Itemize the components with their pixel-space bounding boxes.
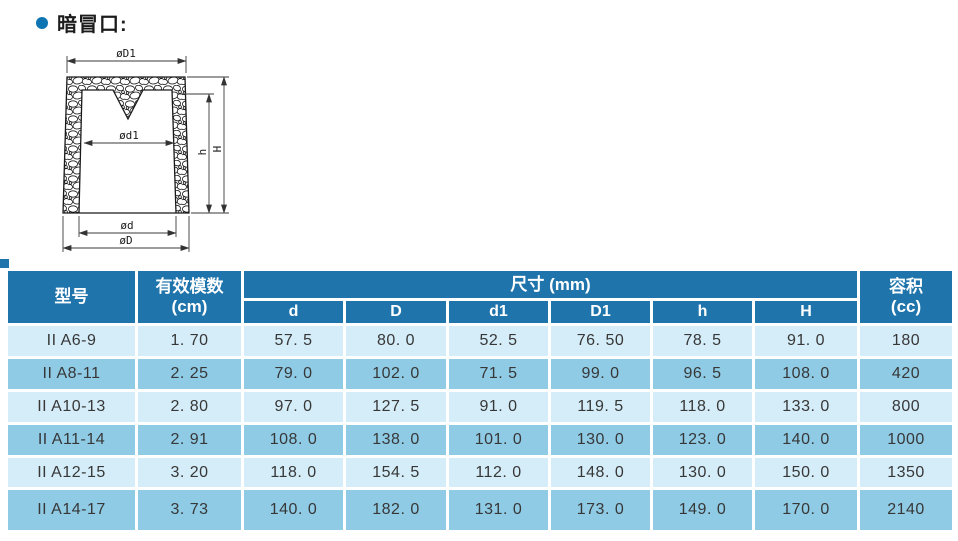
- dim-cell-d: 108. 0: [244, 425, 343, 455]
- model-cell: II A11-14: [8, 425, 135, 455]
- dim-label-od: ød: [120, 219, 133, 232]
- dim-cell-H: 140. 0: [755, 425, 858, 455]
- sleeve-wall: [62, 76, 190, 214]
- volume-cell: 2140: [860, 490, 953, 530]
- modulus-cell: 2. 25: [138, 359, 241, 389]
- section-title-label: 暗冒口:: [57, 14, 128, 36]
- modulus-cell: 3. 20: [138, 458, 241, 487]
- col-header-model: 型号: [8, 271, 135, 323]
- dim-cell-H: 91. 0: [755, 326, 858, 356]
- dim-cell-D1: 119. 5: [551, 392, 650, 422]
- dim-cell-d1: 91. 0: [449, 392, 548, 422]
- dim-cell-d1: 112. 0: [449, 458, 548, 487]
- dim-cell-h: 78. 5: [653, 326, 752, 356]
- table-row: II A6-9 1. 70 57. 5 80. 0 52. 5 76. 50 78. 5 91…: [8, 326, 953, 356]
- dim-cell-h: 96. 5: [653, 359, 752, 389]
- dim-cell-D1: 173. 0: [551, 490, 650, 530]
- dim-label-H: H: [211, 146, 224, 153]
- dim-cell-d: 118. 0: [244, 458, 343, 487]
- table-row: II A12-15 3. 20 118. 0 154. 5 112. 0 148. 0 13…: [8, 458, 953, 487]
- modulus-cell: 3. 73: [138, 490, 241, 530]
- col-header-volume: 容积 (cc): [860, 271, 953, 323]
- col-header-modulus-line2: (cm): [171, 297, 208, 316]
- col-header-volume-line1: 容积: [889, 277, 924, 297]
- spec-table: 型号 有效模数 (cm) 尺寸 (mm) 容积 (cc) d D d1 D1 h…: [5, 268, 956, 533]
- dim-cell-D1: 76. 50: [551, 326, 650, 356]
- dim-cell-D: 127. 5: [346, 392, 446, 422]
- dim-label-oD: øD: [119, 234, 132, 247]
- dim-cell-D: 154. 5: [346, 458, 446, 487]
- modulus-cell: 2. 80: [138, 392, 241, 422]
- volume-cell: 1350: [860, 458, 953, 487]
- model-cell: II A6-9: [8, 326, 135, 356]
- dim-cell-d1: 71. 5: [449, 359, 548, 389]
- dim-cell-d: 140. 0: [244, 490, 343, 530]
- spec-table-body: II A6-9 1. 70 57. 5 80. 0 52. 5 76. 50 78. 5 91…: [8, 326, 953, 530]
- dim-cell-D1: 99. 0: [551, 359, 650, 389]
- table-row: II A14-17 3. 73 140. 0 182. 0 131. 0 173. 0 14…: [8, 490, 953, 530]
- model-cell: II A12-15: [8, 458, 135, 487]
- dim-cell-h: 123. 0: [653, 425, 752, 455]
- dim-cell-H: 170. 0: [755, 490, 858, 530]
- dim-cell-D1: 130. 0: [551, 425, 650, 455]
- modulus-cell: 1. 70: [138, 326, 241, 356]
- dim-label-h: h: [196, 149, 209, 156]
- volume-cell: 420: [860, 359, 953, 389]
- volume-cell: 800: [860, 392, 953, 422]
- dim-label-od1: ød1: [119, 129, 139, 142]
- col-header-d1: d1: [449, 301, 548, 323]
- dim-cell-D: 138. 0: [346, 425, 446, 455]
- dim-cell-d: 97. 0: [244, 392, 343, 422]
- col-header-H: H: [755, 301, 858, 323]
- dim-cell-H: 150. 0: [755, 458, 858, 487]
- col-header-h: h: [653, 301, 752, 323]
- col-header-D1: D1: [551, 301, 650, 323]
- table-row: II A11-14 2. 91 108. 0 138. 0 101. 0 130. 0 12…: [8, 425, 953, 455]
- col-header-D: D: [346, 301, 446, 323]
- dim-cell-h: 118. 0: [653, 392, 752, 422]
- col-header-volume-line2: (cc): [890, 297, 922, 316]
- decorative-mark: [0, 259, 9, 268]
- table-row: II A10-13 2. 80 97. 0 127. 5 91. 0 119. 5 118.…: [8, 392, 953, 422]
- model-cell: II A8-11: [8, 359, 135, 389]
- volume-cell: 180: [860, 326, 953, 356]
- dim-cell-h: 149. 0: [653, 490, 752, 530]
- model-cell: II A10-13: [8, 392, 135, 422]
- dim-cell-D: 182. 0: [346, 490, 446, 530]
- col-header-size-span: 尺寸 (mm): [244, 271, 858, 298]
- riser-cross-section-diagram: øD1 ød1 ød øD h H: [62, 47, 229, 252]
- dim-cell-d1: 52. 5: [449, 326, 548, 356]
- volume-cell: 1000: [860, 425, 953, 455]
- dim-label-oD1: øD1: [116, 47, 136, 60]
- dim-cell-d1: 101. 0: [449, 425, 548, 455]
- dim-cell-h: 130. 0: [653, 458, 752, 487]
- bullet-icon: [36, 16, 48, 29]
- col-header-modulus-line1: 有效模数: [155, 277, 224, 297]
- col-header-modulus: 有效模数 (cm): [138, 271, 241, 323]
- dim-cell-d1: 131. 0: [449, 490, 548, 530]
- dim-cell-d: 79. 0: [244, 359, 343, 389]
- dim-cell-H: 133. 0: [755, 392, 858, 422]
- dim-cell-D1: 148. 0: [551, 458, 650, 487]
- section-title: 暗冒口:: [36, 8, 128, 37]
- dim-cell-d: 57. 5: [244, 326, 343, 356]
- modulus-cell: 2. 91: [138, 425, 241, 455]
- dim-cell-D: 102. 0: [346, 359, 446, 389]
- dim-cell-H: 108. 0: [755, 359, 858, 389]
- dim-cell-D: 80. 0: [346, 326, 446, 356]
- col-header-d: d: [244, 301, 343, 323]
- model-cell: II A14-17: [8, 490, 135, 530]
